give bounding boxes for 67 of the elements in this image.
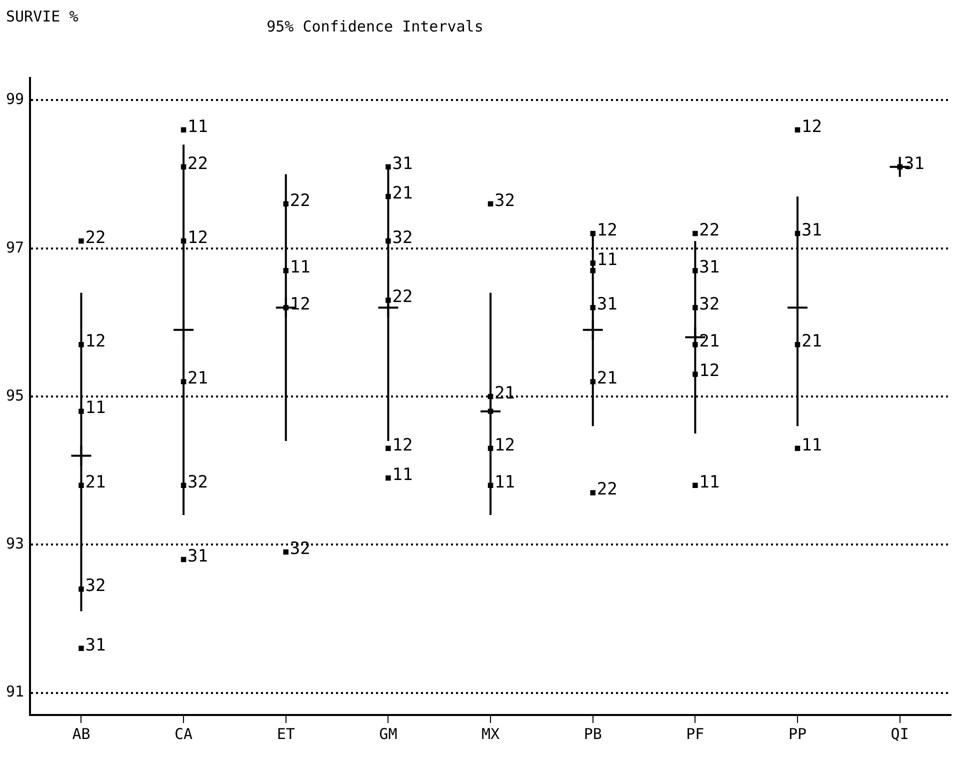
series-label: 22 [596, 480, 618, 500]
text: 21 [392, 183, 413, 204]
x-tick-label: AB [72, 724, 90, 743]
text: 22 [188, 154, 208, 174]
point [78, 646, 84, 651]
y-tick-label: 95 [6, 386, 24, 404]
point [794, 127, 800, 132]
x-tick-label: QI [890, 724, 909, 743]
point [180, 556, 186, 562]
text: 12 [392, 435, 413, 456]
point [386, 475, 391, 481]
y-axis-title: SURVIE % [6, 7, 78, 26]
text: 12 [699, 361, 720, 382]
x-tick-label: GM [379, 724, 398, 743]
x-tick-label: CA [174, 724, 193, 743]
text: 32 [392, 228, 413, 248]
text: 31 [85, 635, 106, 656]
text: 21 [802, 332, 822, 352]
text: 32 [85, 576, 106, 596]
point [180, 127, 186, 132]
y-tick-label: 99 [6, 90, 24, 108]
chart-title: 95% Confidence Intervals [266, 17, 484, 36]
text: 21 [596, 368, 618, 389]
x-tick-label: PP [788, 724, 807, 743]
text: 32 [494, 190, 516, 211]
point [283, 549, 288, 555]
text: 31 [904, 154, 924, 174]
point [78, 238, 84, 244]
text: 21 [85, 472, 106, 492]
text: 22 [699, 220, 720, 240]
point [692, 482, 698, 488]
text: 22 [290, 190, 310, 211]
text: 11 [188, 116, 208, 137]
series-label: 12 [290, 294, 310, 315]
y-tick-label: 93 [6, 534, 24, 553]
text: 11 [85, 398, 106, 418]
y-tick-label: 91 [6, 682, 24, 701]
text: 21 [699, 332, 720, 352]
text: 11 [494, 472, 516, 492]
text: 12 [188, 228, 208, 248]
text: 12 [494, 435, 516, 456]
text: 11 [802, 435, 822, 456]
series-label: 31 [596, 294, 618, 315]
x-tick-label: MX [482, 724, 500, 743]
text: 32 [699, 294, 720, 315]
series-label: 21 [188, 368, 208, 389]
x-tick-label: PF [686, 724, 704, 743]
text: 12 [85, 332, 106, 352]
text: 22 [392, 287, 413, 308]
text: 22 [85, 228, 106, 248]
x-tick-label: PB [584, 724, 602, 743]
text: 11 [699, 472, 720, 492]
text: 11 [290, 258, 310, 278]
y-tick-label: 97 [6, 238, 24, 256]
text: 31 [802, 220, 822, 240]
series-label: 11 [596, 250, 618, 270]
point [488, 201, 494, 207]
text: 11 [392, 464, 413, 485]
text: 31 [392, 154, 413, 174]
text: 12 [802, 116, 822, 137]
text: 12 [596, 220, 618, 240]
point [386, 446, 391, 451]
text: 31 [188, 546, 208, 566]
x-tick-label: ET [276, 724, 295, 743]
point [794, 446, 800, 451]
series-label: 32 [188, 472, 208, 492]
text: 31 [699, 258, 720, 278]
